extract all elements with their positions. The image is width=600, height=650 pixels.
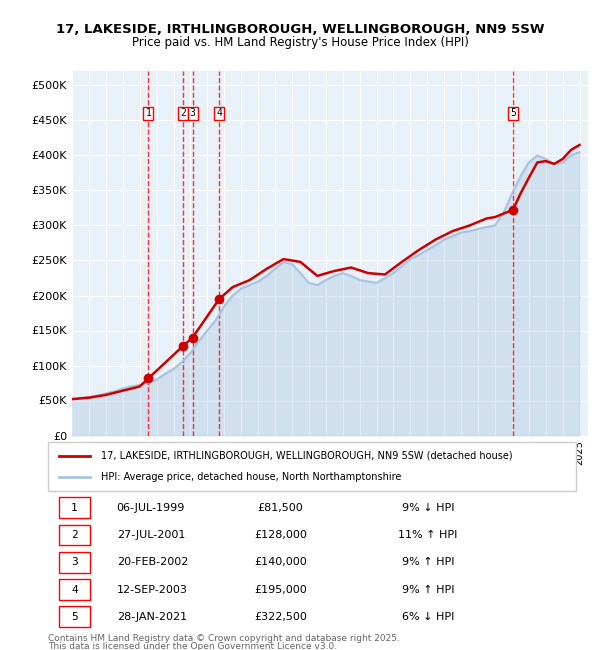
Text: 5: 5 (510, 109, 516, 118)
Text: 4: 4 (71, 584, 78, 595)
Text: £195,000: £195,000 (254, 584, 307, 595)
Text: £140,000: £140,000 (254, 557, 307, 567)
Text: 3: 3 (190, 109, 196, 118)
Text: £81,500: £81,500 (257, 502, 303, 513)
Text: 27-JUL-2001: 27-JUL-2001 (116, 530, 185, 540)
FancyBboxPatch shape (59, 525, 90, 545)
Text: 28-JAN-2021: 28-JAN-2021 (116, 612, 187, 622)
Text: 11% ↑ HPI: 11% ↑ HPI (398, 530, 458, 540)
FancyBboxPatch shape (59, 552, 90, 573)
Text: 2: 2 (180, 109, 186, 118)
Text: 2: 2 (71, 530, 78, 540)
Text: 9% ↑ HPI: 9% ↑ HPI (402, 557, 454, 567)
Text: 3: 3 (71, 557, 78, 567)
Text: This data is licensed under the Open Government Licence v3.0.: This data is licensed under the Open Gov… (48, 642, 337, 650)
Text: 1: 1 (145, 109, 151, 118)
Text: 17, LAKESIDE, IRTHLINGBOROUGH, WELLINGBOROUGH, NN9 5SW (detached house): 17, LAKESIDE, IRTHLINGBOROUGH, WELLINGBO… (101, 450, 512, 461)
Text: 1: 1 (71, 502, 78, 513)
Text: 9% ↑ HPI: 9% ↑ HPI (402, 584, 454, 595)
Text: 6% ↓ HPI: 6% ↓ HPI (402, 612, 454, 622)
Text: Contains HM Land Registry data © Crown copyright and database right 2025.: Contains HM Land Registry data © Crown c… (48, 634, 400, 643)
Text: 4: 4 (216, 109, 222, 118)
FancyBboxPatch shape (59, 497, 90, 518)
FancyBboxPatch shape (59, 606, 90, 627)
Text: 12-SEP-2003: 12-SEP-2003 (116, 584, 188, 595)
Text: HPI: Average price, detached house, North Northamptonshire: HPI: Average price, detached house, Nort… (101, 472, 401, 482)
FancyBboxPatch shape (48, 442, 576, 491)
Text: £322,500: £322,500 (254, 612, 307, 622)
Text: 06-JUL-1999: 06-JUL-1999 (116, 502, 185, 513)
FancyBboxPatch shape (59, 579, 90, 600)
Text: 20-FEB-2002: 20-FEB-2002 (116, 557, 188, 567)
Text: 17, LAKESIDE, IRTHLINGBOROUGH, WELLINGBOROUGH, NN9 5SW: 17, LAKESIDE, IRTHLINGBOROUGH, WELLINGBO… (56, 23, 544, 36)
Text: 9% ↓ HPI: 9% ↓ HPI (402, 502, 454, 513)
Text: £128,000: £128,000 (254, 530, 307, 540)
Text: 5: 5 (71, 612, 78, 622)
Text: Price paid vs. HM Land Registry's House Price Index (HPI): Price paid vs. HM Land Registry's House … (131, 36, 469, 49)
